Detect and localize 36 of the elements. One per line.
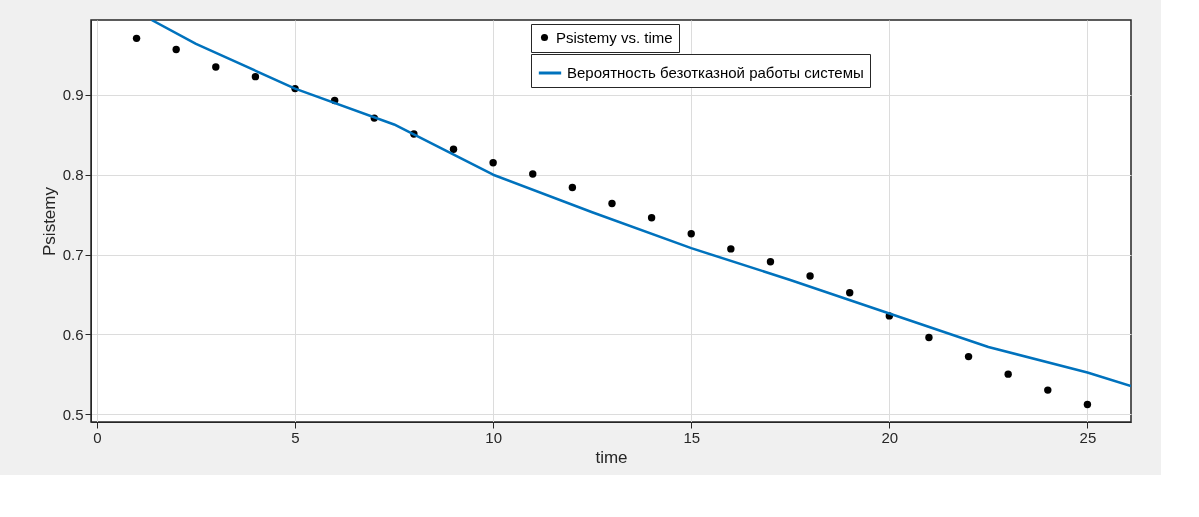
point xyxy=(727,245,735,253)
point xyxy=(687,230,695,238)
line-series xyxy=(150,20,1131,388)
x-tick-label: 15 xyxy=(683,428,701,446)
point xyxy=(489,159,497,167)
point xyxy=(608,199,616,208)
point xyxy=(925,333,933,342)
x-tick-label: 10 xyxy=(485,428,502,446)
point xyxy=(1044,386,1052,394)
y-axis-title: Psistemy xyxy=(39,186,59,256)
point xyxy=(568,183,577,192)
point xyxy=(132,34,141,43)
x-tick-label: 5 xyxy=(291,428,300,446)
point xyxy=(212,63,220,71)
point xyxy=(529,170,537,178)
point xyxy=(846,289,854,297)
point xyxy=(806,272,814,280)
y-tick-label: 0.6 xyxy=(62,325,84,343)
y-tick-label: 0.7 xyxy=(62,246,84,263)
y-tick-label: 0.8 xyxy=(62,166,84,184)
point xyxy=(251,72,260,81)
x-axis-title: time xyxy=(595,447,628,467)
legend-label: Psistemy vs. time xyxy=(556,28,673,46)
point xyxy=(964,352,973,361)
x-tick-label: 25 xyxy=(1079,428,1097,446)
point xyxy=(647,214,656,222)
y-tick-label: 0.9 xyxy=(62,86,84,104)
x-tick-label: 0 xyxy=(93,428,102,446)
point xyxy=(1004,370,1012,378)
y-tick-label: 0.5 xyxy=(62,405,84,423)
point xyxy=(449,145,458,153)
point xyxy=(766,257,775,266)
x-tick-label: 20 xyxy=(881,428,899,446)
point xyxy=(1083,400,1092,409)
point xyxy=(172,45,180,54)
legend-label: Вероятность безотказной работы системы xyxy=(567,64,864,81)
